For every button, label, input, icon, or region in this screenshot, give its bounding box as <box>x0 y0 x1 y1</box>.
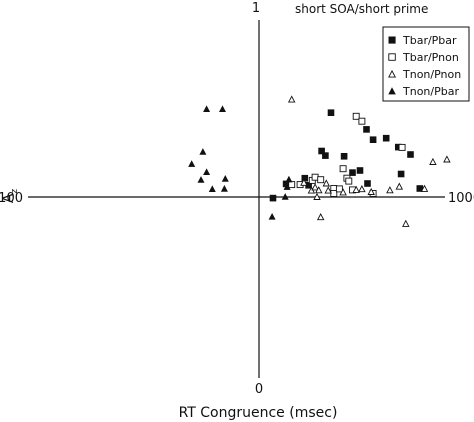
data-point <box>352 185 360 193</box>
y-axis-title-main: A <box>1 193 17 203</box>
data-point <box>349 169 356 176</box>
data-point <box>316 213 325 221</box>
data-point <box>345 177 353 185</box>
legend-label: Tbar/Pnon <box>402 51 459 64</box>
data-point <box>285 175 293 183</box>
data-point <box>407 151 414 158</box>
data-point <box>203 168 211 175</box>
legend-label: Tnon/Pbar <box>402 85 459 98</box>
data-point <box>199 148 207 155</box>
data-point <box>327 109 335 116</box>
x-tick-label-min: -100 <box>0 191 23 206</box>
data-point <box>288 181 296 189</box>
data-point <box>219 105 226 112</box>
data-point <box>358 117 366 125</box>
y-axis-title: Az <box>1 189 20 204</box>
data-point <box>364 180 371 187</box>
plot-markers <box>188 95 451 227</box>
axes <box>28 20 445 378</box>
data-point <box>402 219 410 227</box>
data-point <box>269 194 277 202</box>
data-point <box>203 105 211 112</box>
data-point <box>317 176 325 184</box>
data-point <box>335 185 343 193</box>
data-point <box>367 187 375 195</box>
data-point <box>221 175 229 182</box>
data-point <box>356 167 364 174</box>
data-point <box>208 185 216 192</box>
data-point <box>397 170 405 178</box>
chart-title: short SOA/short prime <box>295 2 428 16</box>
data-point <box>197 176 205 183</box>
data-point <box>322 179 331 187</box>
data-point <box>220 185 228 192</box>
series-tnon-pbar <box>188 105 293 220</box>
data-point <box>283 183 291 190</box>
legend-label: Tbar/Pbar <box>402 34 457 47</box>
y-tick-label-min: 0 <box>255 382 263 397</box>
data-point <box>318 147 325 155</box>
data-point <box>420 184 429 192</box>
data-point <box>443 155 451 163</box>
legend-marker <box>388 53 396 61</box>
data-point <box>429 157 437 165</box>
data-point <box>324 186 332 194</box>
data-point <box>386 186 394 194</box>
series-tbar-pnon <box>288 112 406 197</box>
y-axis-title-subscript: z <box>10 189 20 194</box>
data-point <box>352 112 360 120</box>
data-point <box>382 134 390 142</box>
x-axis-title: RT Congruence (msec) <box>179 405 338 421</box>
data-point <box>315 186 323 194</box>
legend: Tbar/Pbar Tbar/Pnon Tnon/Pnon Tnon/Pbar <box>382 26 470 102</box>
legend-marker <box>388 87 396 95</box>
data-point <box>281 193 289 200</box>
data-point <box>339 188 347 196</box>
series-tnon-pnon <box>287 95 451 227</box>
data-point <box>398 143 406 151</box>
data-point <box>311 183 319 191</box>
data-point <box>300 178 308 186</box>
y-axis-title-group: Az <box>1 189 20 204</box>
data-point <box>363 126 370 133</box>
legend-box <box>382 26 470 102</box>
series-tbar-pbar <box>269 109 424 202</box>
data-point <box>322 152 329 159</box>
data-point <box>395 182 404 190</box>
data-point <box>358 185 366 193</box>
data-point <box>311 173 319 181</box>
data-point <box>268 212 276 220</box>
data-point <box>339 165 347 173</box>
data-point <box>369 136 377 143</box>
legend-label: Tnon/Pnon <box>402 68 461 81</box>
data-point <box>287 95 296 103</box>
legend-marker <box>388 69 397 78</box>
x-tick-label-max: 1000 <box>448 191 474 206</box>
data-point <box>188 160 196 167</box>
legend-marker <box>388 36 396 44</box>
data-point <box>301 174 309 182</box>
data-point <box>340 153 348 160</box>
y-tick-label-max: 1 <box>252 1 260 16</box>
data-point <box>313 192 321 200</box>
